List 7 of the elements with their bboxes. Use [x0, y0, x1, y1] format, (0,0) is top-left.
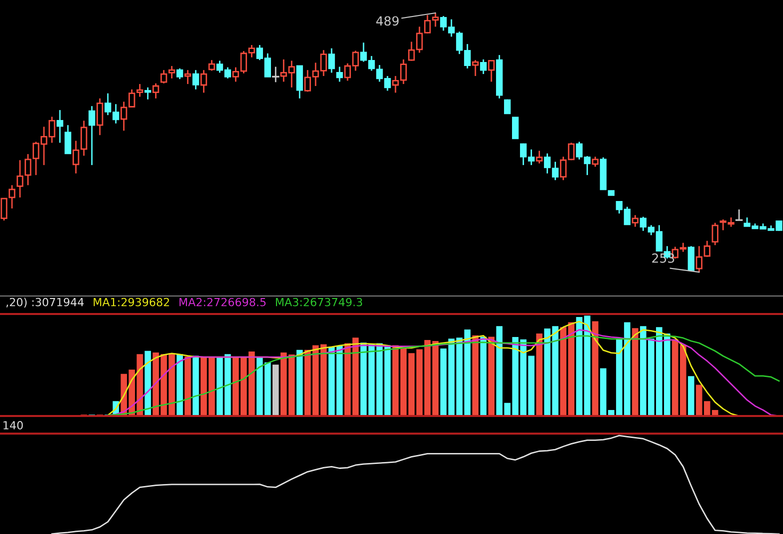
- annotation: 253: [652, 253, 674, 263]
- text: MA2:2726698.5: [180, 298, 266, 306]
- text: MA3:2673749.3: [276, 298, 362, 306]
- text: 140: [4, 421, 23, 430]
- text: ,20) :3071944: [6, 298, 84, 308]
- annotation: 489: [376, 16, 399, 26]
- text: MA1:2939682: [94, 298, 170, 306]
